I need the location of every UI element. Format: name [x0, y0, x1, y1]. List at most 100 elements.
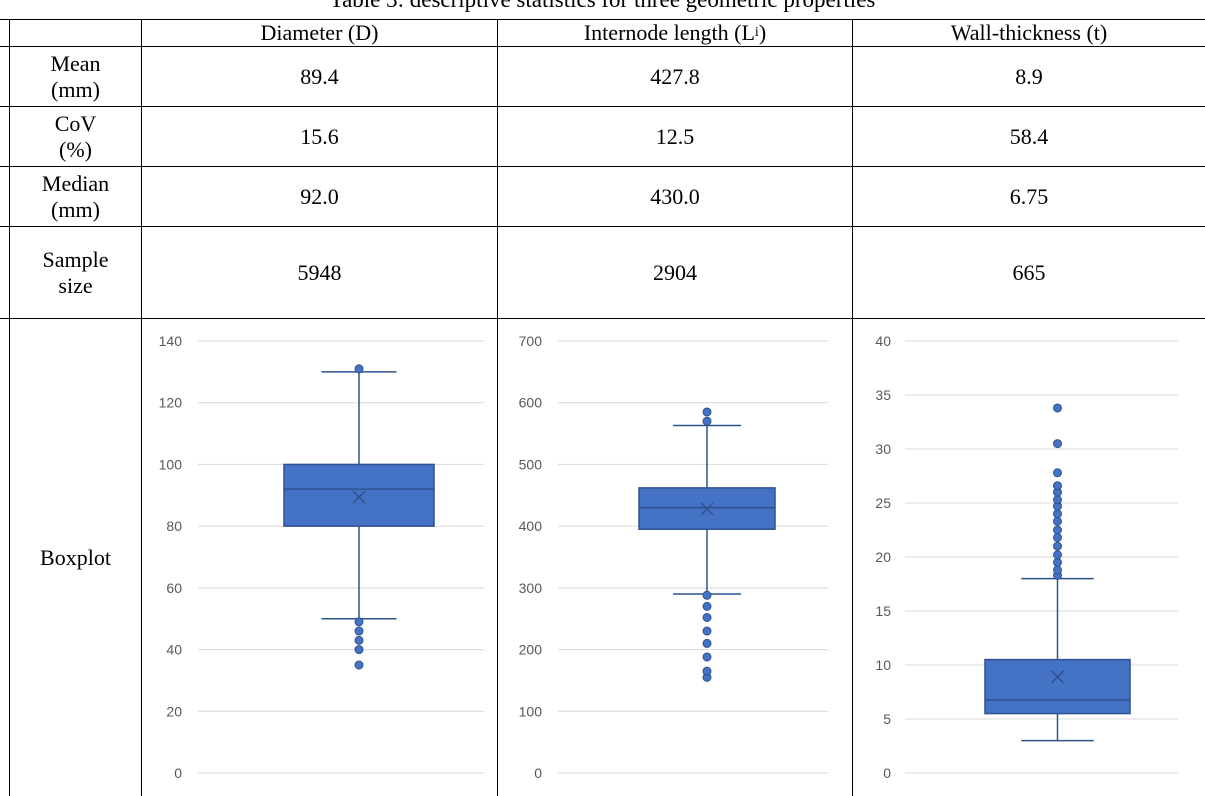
row-label-line2: (mm) — [51, 76, 100, 102]
boxplot-wall-thickness: 0 5 10 15 20 25 30 35 40 — [875, 333, 1178, 781]
header-wall-thickness: Wall-thickness (t) — [950, 19, 1108, 45]
cell-mean-diameter: 89.4 — [300, 63, 339, 89]
cell-sample-internode: 2904 — [653, 259, 697, 285]
y-tick-label: 35 — [875, 387, 891, 403]
outlier-point — [1053, 557, 1062, 567]
outlier-point — [1053, 495, 1062, 505]
outlier-point — [702, 666, 712, 676]
rule-col2 — [497, 19, 498, 796]
row-label-line2: (%) — [59, 136, 92, 162]
y-tick-label: 140 — [159, 333, 183, 349]
header-internode-main: Internode length (L — [583, 19, 755, 45]
y-tick-label: 120 — [159, 395, 183, 411]
header-internode: Internode length (L i) — [498, 19, 852, 46]
rule-col3 — [852, 19, 853, 796]
mean-marker-stroke — [352, 490, 366, 504]
outlier-point — [702, 652, 712, 662]
mean-marker-stroke — [700, 502, 714, 516]
y-tick-label: 500 — [519, 456, 543, 472]
table-caption: Table 3: descriptive statistics for thre… — [0, 0, 1205, 13]
y-tick-label: 200 — [519, 642, 543, 658]
rule-row2 — [0, 166, 1205, 167]
rule-col0 — [9, 19, 10, 796]
cell-cov-wall: 58.4 — [1009, 123, 1049, 149]
outlier-point — [702, 638, 712, 648]
mean-marker — [1050, 670, 1065, 684]
boxplot-internode-length: 0 100 200 300 400 500 600 700 — [519, 333, 828, 781]
row-label-line1: Median — [41, 170, 110, 196]
outlier-point — [354, 626, 364, 636]
mean-marker-stroke — [1050, 670, 1065, 684]
rule-row1 — [0, 106, 1205, 107]
y-tick-label: 400 — [519, 518, 543, 534]
y-tick-label: 80 — [166, 518, 182, 534]
row-label-median: Median (mm) — [10, 167, 141, 226]
outlier-point — [354, 364, 364, 374]
outlier-point — [354, 645, 364, 655]
y-tick-label: 600 — [519, 395, 543, 411]
outlier-point — [354, 660, 364, 670]
y-tick-label: 300 — [519, 580, 543, 596]
outlier-point — [702, 416, 712, 426]
row-label-mean: Mean (mm) — [10, 47, 141, 106]
y-tick-label: 20 — [875, 549, 891, 565]
cell-mean-internode: 427.8 — [650, 63, 700, 89]
cell-sample-wall: 665 — [1012, 259, 1046, 285]
y-tick-label: 40 — [166, 642, 182, 658]
mean-marker — [700, 502, 714, 516]
header-diameter: Diameter (D) — [260, 19, 379, 45]
row-label-cov: CoV (%) — [10, 107, 141, 166]
rule-col1 — [141, 19, 142, 796]
outlier-point — [1053, 481, 1062, 491]
y-tick-label: 100 — [159, 456, 183, 472]
boxplot-diameter: 0 20 40 60 80 100 120 140 — [159, 333, 484, 781]
mean-marker — [352, 490, 366, 504]
outlier-point — [702, 590, 712, 600]
row-label-line1: Sample — [42, 246, 109, 272]
y-tick-label: 15 — [875, 603, 891, 619]
y-tick-label: 0 — [883, 765, 891, 781]
outlier-point — [702, 626, 712, 636]
cell-sample-diameter: 5948 — [297, 259, 342, 285]
row-label-line1: Mean — [50, 50, 101, 76]
header-internode-subscript: i — [754, 24, 759, 40]
row-label-boxplot: Boxplot — [40, 544, 111, 570]
y-tick-label: 0 — [534, 765, 542, 781]
outlier-point — [1053, 525, 1062, 535]
y-tick-label: 0 — [174, 765, 182, 781]
outlier-point — [1053, 516, 1062, 526]
outlier-point — [1053, 550, 1062, 560]
y-tick-label: 30 — [875, 441, 891, 457]
y-tick-label: 100 — [519, 703, 543, 719]
outlier-point — [702, 601, 712, 611]
outlier-point — [1053, 403, 1062, 413]
y-tick-label: 40 — [875, 333, 891, 349]
y-tick-label: 5 — [883, 711, 891, 727]
box-iqr — [984, 658, 1131, 715]
y-tick-label: 25 — [875, 495, 891, 511]
y-tick-label: 60 — [166, 580, 182, 596]
row-label-line2: size — [58, 272, 93, 298]
cell-mean-wall: 8.9 — [1015, 63, 1043, 89]
cell-median-internode: 430.0 — [650, 183, 700, 209]
outlier-point — [1053, 565, 1062, 575]
y-tick-label: 700 — [519, 333, 543, 349]
outlier-point — [354, 617, 364, 627]
rule-row3 — [0, 226, 1205, 227]
outlier-point — [1053, 541, 1062, 551]
outlier-point — [1053, 439, 1062, 449]
y-tick-label: 20 — [166, 703, 182, 719]
outlier-point — [1053, 533, 1062, 543]
rule-row4 — [0, 318, 1205, 319]
y-tick-label: 10 — [875, 657, 891, 673]
cell-median-diameter: 92.0 — [300, 183, 339, 209]
outlier-point — [702, 612, 712, 622]
outlier-point — [1053, 468, 1062, 478]
rule-header — [0, 46, 1205, 47]
outlier-point — [354, 635, 364, 645]
box-iqr — [283, 463, 435, 527]
row-label-line1: CoV — [54, 110, 97, 136]
row-label-line2: (mm) — [51, 196, 100, 222]
header-internode-close: ) — [758, 19, 767, 45]
